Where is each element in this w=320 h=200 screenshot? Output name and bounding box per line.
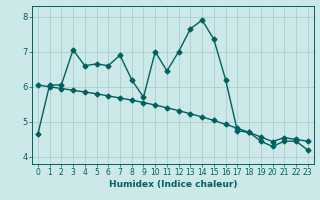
X-axis label: Humidex (Indice chaleur): Humidex (Indice chaleur) (108, 180, 237, 189)
